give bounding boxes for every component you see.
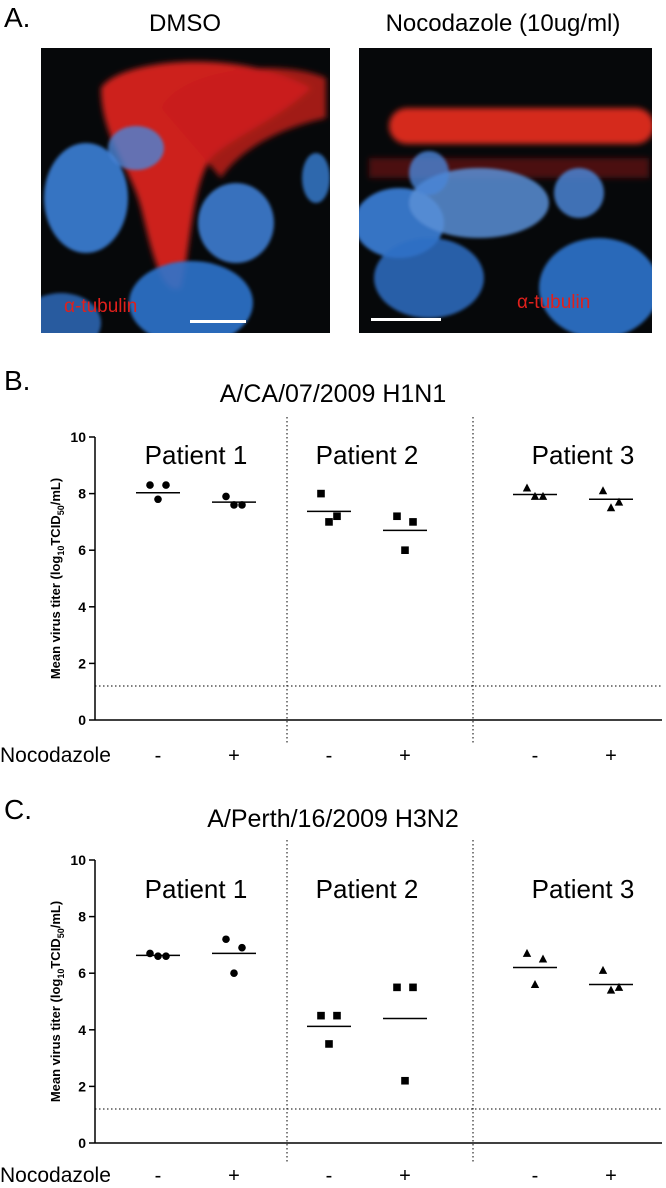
- x-tick-label: -: [532, 1165, 539, 1187]
- data-point-square: [333, 1011, 341, 1020]
- patient-label: Patient 1: [145, 874, 248, 904]
- chart-c-title: A/Perth/16/2009 H3N2: [207, 805, 459, 833]
- x-tick-label: +: [605, 745, 617, 767]
- nocodazole-tubulin-label: α-tubulin: [517, 292, 591, 313]
- data-point-triangle: [598, 486, 608, 495]
- data-point-circle: [238, 943, 246, 952]
- x-tick-label: +: [228, 1165, 240, 1187]
- data-point-triangle: [522, 483, 532, 492]
- y-tick-label: 2: [78, 1078, 86, 1094]
- x-tick-label: -: [155, 745, 162, 767]
- panel-b-letter: B.: [4, 365, 31, 396]
- dmso-title: DMSO: [149, 10, 221, 37]
- data-point-circle: [222, 935, 230, 944]
- y-tick-label: 10: [70, 429, 86, 445]
- patient-label: Patient 3: [532, 440, 635, 470]
- data-point-triangle: [522, 948, 532, 957]
- data-point-circle: [230, 969, 238, 977]
- panel-a-letter: A.: [4, 2, 31, 33]
- data-point-circle: [230, 501, 238, 509]
- y-tick-label: 6: [78, 542, 86, 558]
- y-tick-label: 0: [78, 712, 86, 728]
- data-point-circle: [162, 952, 170, 961]
- y-tick-label: 2: [78, 655, 86, 671]
- x-tick-label: -: [155, 1165, 162, 1187]
- x-tick-label: -: [532, 745, 539, 767]
- data-point-circle: [154, 952, 162, 961]
- data-point-triangle: [614, 497, 624, 506]
- data-point-square: [393, 983, 401, 992]
- data-point-circle: [238, 501, 246, 509]
- y-tick-label: 4: [78, 1022, 86, 1038]
- data-point-square: [317, 1011, 325, 1020]
- y-tick-label: 10: [70, 852, 86, 868]
- y-axis-label: Mean virus titer (log10TCID50/mL): [48, 901, 66, 1102]
- chart-b-title: A/CA/07/2009 H1N1: [219, 380, 447, 408]
- x-tick-label: +: [399, 745, 411, 767]
- data-point-circle: [154, 495, 162, 504]
- patient-label: Patient 3: [532, 874, 635, 904]
- y-tick-label: 0: [78, 1135, 86, 1151]
- dmso-cells-image: [41, 61, 330, 333]
- chart-b: 0 2 4 6 8 10 Mean virus titer (log10TCID50/mL)…: [0, 417, 662, 767]
- data-point-triangle: [538, 491, 548, 500]
- nocodazole-scale-bar: [371, 318, 441, 321]
- data-point-triangle: [538, 954, 548, 963]
- data-point-triangle: [614, 982, 624, 991]
- data-point-square: [401, 546, 409, 554]
- y-tick-label: 6: [78, 965, 86, 981]
- data-point-square: [409, 983, 417, 992]
- data-point-circle: [222, 492, 230, 501]
- patient-label: Patient 2: [316, 440, 419, 470]
- x-tick-label: -: [326, 1165, 333, 1187]
- data-point-square: [409, 518, 417, 526]
- chart-c: 0 2 4 6 8 10 Mean virus titer (log10TCID50/mL)…: [0, 840, 662, 1187]
- data-point-square: [325, 518, 333, 526]
- data-point-square: [393, 512, 401, 521]
- y-axis-label: Mean virus titer (log10TCID50/mL): [48, 478, 66, 679]
- data-point-triangle: [606, 985, 616, 994]
- data-point-square: [401, 1076, 409, 1085]
- panel-c-letter: C.: [4, 794, 32, 825]
- patient-label: Patient 1: [145, 440, 248, 470]
- nocodazole-row-label: Nocodazole: [0, 1164, 111, 1187]
- nocodazole-row-label: Nocodazole: [0, 744, 111, 767]
- data-point-square: [333, 512, 341, 521]
- y-tick-label: 8: [78, 486, 86, 502]
- dmso-scale-bar: [190, 320, 246, 323]
- y-tick-label: 4: [78, 599, 86, 615]
- nocodazole-micrograph: [359, 48, 652, 333]
- x-tick-label: -: [326, 745, 333, 767]
- patient-label: Patient 2: [316, 874, 419, 904]
- data-point-square: [325, 1040, 333, 1048]
- data-point-triangle: [530, 491, 540, 500]
- x-tick-label: +: [228, 745, 240, 767]
- data-point-triangle: [530, 980, 540, 989]
- data-point-square: [317, 489, 325, 498]
- nocodazole-cells-image: [359, 108, 652, 333]
- y-tick-label: 8: [78, 909, 86, 925]
- x-tick-label: +: [605, 1165, 617, 1187]
- data-point-circle: [146, 481, 154, 489]
- dmso-tubulin-label: α-tubulin: [64, 296, 138, 317]
- nocodazole-title: Nocodazole (10ug/ml): [385, 10, 621, 37]
- x-tick-label: +: [399, 1165, 411, 1187]
- data-point-circle: [146, 949, 154, 958]
- data-point-triangle: [598, 965, 608, 974]
- data-point-circle: [162, 481, 170, 489]
- data-point-triangle: [606, 503, 616, 512]
- dmso-micrograph: [41, 48, 330, 333]
